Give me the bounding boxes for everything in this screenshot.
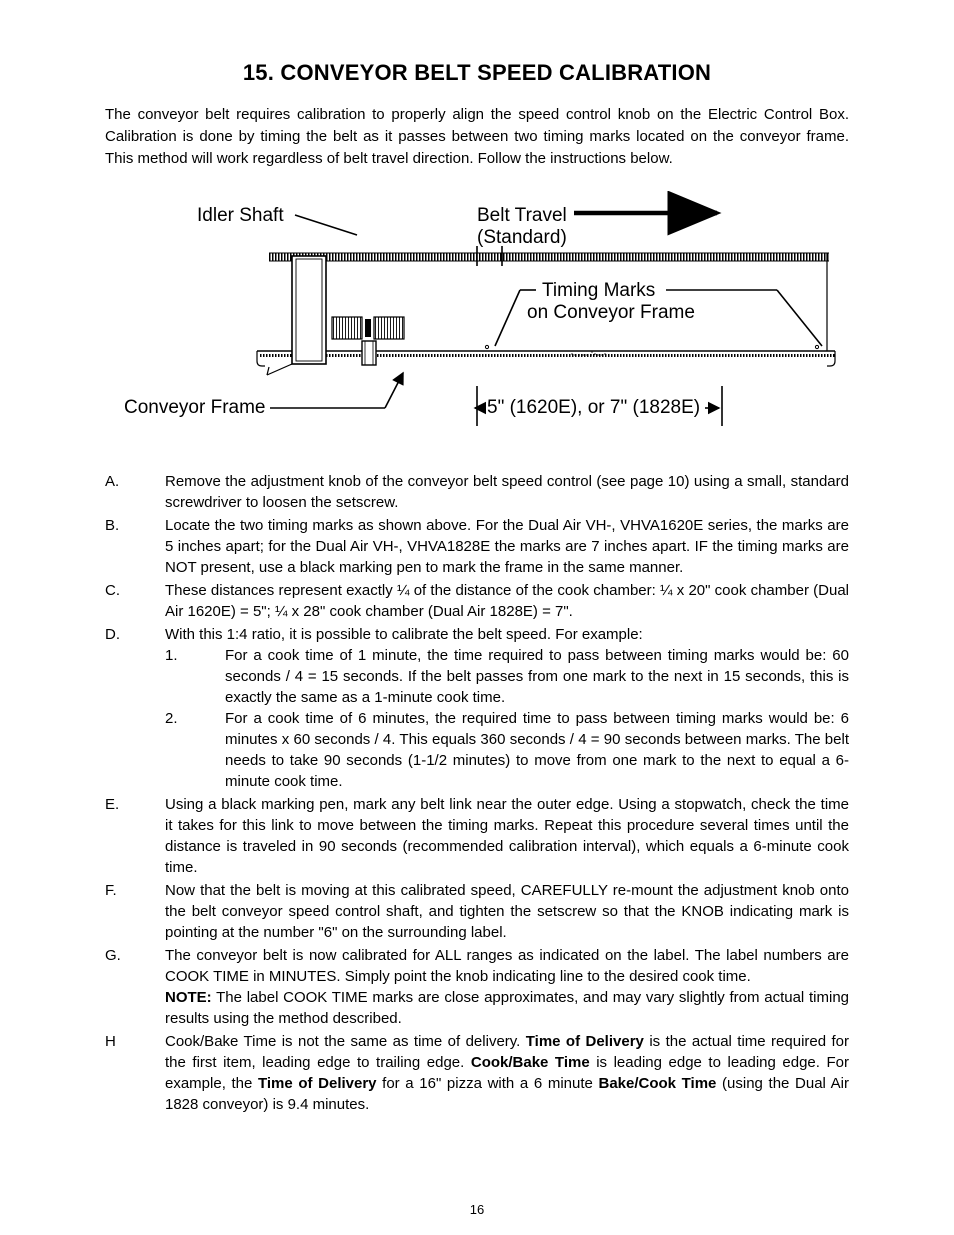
intro-paragraph: The conveyor belt requires calibration t… bbox=[105, 104, 849, 169]
item-d1: 1. For a cook time of 1 minute, the time… bbox=[165, 645, 849, 708]
item-c: C. These distances represent exactly ¼ o… bbox=[105, 580, 849, 622]
content-b: Locate the two timing marks as shown abo… bbox=[165, 515, 849, 578]
marker-d2: 2. bbox=[165, 708, 225, 792]
h-b4: Bake/Cook Time bbox=[599, 1075, 717, 1092]
label-belt-travel-sub: (Standard) bbox=[477, 227, 567, 248]
label-timing-marks-1: Timing Marks bbox=[542, 280, 655, 301]
label-idler-shaft: Idler Shaft bbox=[197, 205, 284, 226]
marker-c: C. bbox=[105, 580, 165, 622]
marker-b: B. bbox=[105, 515, 165, 578]
item-a: A. Remove the adjustment knob of the con… bbox=[105, 471, 849, 513]
item-e: E. Using a black marking pen, mark any b… bbox=[105, 794, 849, 878]
h-b2: Cook/Bake Time bbox=[471, 1054, 590, 1071]
h-b1: Time of Delivery bbox=[526, 1033, 644, 1050]
content-c: These distances represent exactly ¼ of t… bbox=[165, 580, 849, 622]
content-d: With this 1:4 ratio, it is possible to c… bbox=[165, 624, 849, 792]
label-dimension: 5" (1620E), or 7" (1828E) bbox=[487, 397, 700, 418]
label-conveyor-frame: Conveyor Frame bbox=[124, 397, 266, 418]
h-p1: Cook/Bake Time is not the same as time o… bbox=[165, 1033, 526, 1050]
marker-e: E. bbox=[105, 794, 165, 878]
item-d: D. With this 1:4 ratio, it is possible t… bbox=[105, 624, 849, 792]
item-f: F. Now that the belt is moving at this c… bbox=[105, 880, 849, 943]
content-g-main: The conveyor belt is now calibrated for … bbox=[165, 947, 849, 985]
content-e: Using a black marking pen, mark any belt… bbox=[165, 794, 849, 878]
page-title: 15. CONVEYOR BELT SPEED CALIBRATION bbox=[105, 60, 849, 86]
document-page: 15. CONVEYOR BELT SPEED CALIBRATION The … bbox=[0, 0, 954, 1235]
marker-d: D. bbox=[105, 624, 165, 792]
content-g-note: The label COOK TIME marks are close appr… bbox=[165, 989, 849, 1027]
item-h: H Cook/Bake Time is not the same as time… bbox=[105, 1031, 849, 1115]
content-d2: For a cook time of 6 minutes, the requir… bbox=[225, 708, 849, 792]
marker-h: H bbox=[105, 1031, 165, 1115]
conveyor-diagram: Idler Shaft Belt Travel (Standard) Timin… bbox=[107, 191, 847, 441]
marker-f: F. bbox=[105, 880, 165, 943]
content-a: Remove the adjustment knob of the convey… bbox=[165, 471, 849, 513]
h-b3: Time of Delivery bbox=[258, 1075, 377, 1092]
note-label: NOTE: bbox=[165, 989, 212, 1006]
content-d-lead: With this 1:4 ratio, it is possible to c… bbox=[165, 626, 643, 643]
diagram-container: Idler Shaft Belt Travel (Standard) Timin… bbox=[107, 191, 847, 441]
item-d2: 2. For a cook time of 6 minutes, the req… bbox=[165, 708, 849, 792]
instruction-list: A. Remove the adjustment knob of the con… bbox=[105, 471, 849, 1115]
marker-a: A. bbox=[105, 471, 165, 513]
sublist-d: 1. For a cook time of 1 minute, the time… bbox=[165, 645, 849, 792]
h-p4: for a 16" pizza with a 6 minute bbox=[377, 1075, 599, 1092]
content-f: Now that the belt is moving at this cali… bbox=[165, 880, 849, 943]
item-g: G. The conveyor belt is now calibrated f… bbox=[105, 945, 849, 1029]
page-number: 16 bbox=[0, 1202, 954, 1217]
label-timing-marks-2: on Conveyor Frame bbox=[527, 302, 695, 323]
content-h: Cook/Bake Time is not the same as time o… bbox=[165, 1031, 849, 1115]
item-b: B. Locate the two timing marks as shown … bbox=[105, 515, 849, 578]
label-belt-travel: Belt Travel bbox=[477, 205, 567, 226]
marker-d1: 1. bbox=[165, 645, 225, 708]
content-g: The conveyor belt is now calibrated for … bbox=[165, 945, 849, 1029]
content-d1: For a cook time of 1 minute, the time re… bbox=[225, 645, 849, 708]
marker-g: G. bbox=[105, 945, 165, 1029]
